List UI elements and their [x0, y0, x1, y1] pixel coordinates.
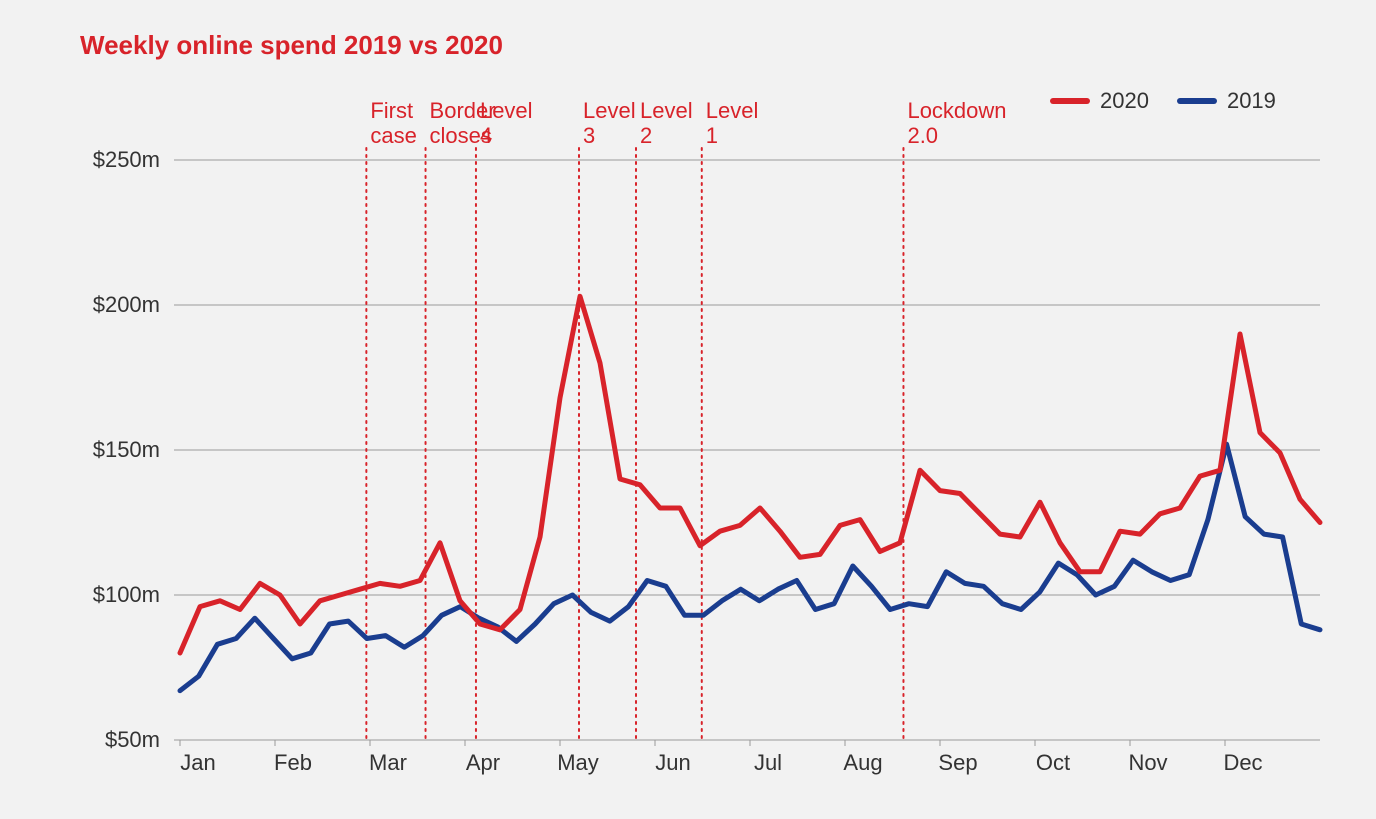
- x-tick-label: Sep: [938, 750, 977, 776]
- x-tick-label: May: [557, 750, 599, 776]
- annotation-label: Lockdown 2.0: [907, 98, 1006, 149]
- legend: 2020 2019: [1050, 88, 1276, 114]
- y-tick-label: $50m: [70, 727, 160, 753]
- x-tick-label: Mar: [369, 750, 407, 776]
- x-tick-label: Oct: [1036, 750, 1070, 776]
- x-tick-label: Nov: [1128, 750, 1167, 776]
- annotation-label: Level 1: [706, 98, 759, 149]
- legend-item-2020: 2020: [1050, 88, 1149, 114]
- legend-item-2019: 2019: [1177, 88, 1276, 114]
- y-tick-label: $200m: [70, 292, 160, 318]
- x-tick-label: Jan: [180, 750, 215, 776]
- x-tick-label: Dec: [1223, 750, 1262, 776]
- annotation-label: Level 2: [640, 98, 693, 149]
- x-tick-label: Feb: [274, 750, 312, 776]
- annotation-label: Level 3: [583, 98, 636, 149]
- x-tick-label: Jul: [754, 750, 782, 776]
- legend-swatch-2019: [1177, 98, 1217, 104]
- annotation-label: Level 4: [480, 98, 533, 149]
- y-tick-label: $250m: [70, 147, 160, 173]
- annotation-label: First case: [370, 98, 416, 149]
- chart-container: Weekly online spend 2019 vs 2020 2020 20…: [0, 0, 1376, 819]
- y-tick-label: $150m: [70, 437, 160, 463]
- x-tick-label: Apr: [466, 750, 500, 776]
- x-tick-label: Jun: [655, 750, 690, 776]
- legend-label-2019: 2019: [1227, 88, 1276, 114]
- y-tick-label: $100m: [70, 582, 160, 608]
- legend-label-2020: 2020: [1100, 88, 1149, 114]
- x-tick-label: Aug: [843, 750, 882, 776]
- legend-swatch-2020: [1050, 98, 1090, 104]
